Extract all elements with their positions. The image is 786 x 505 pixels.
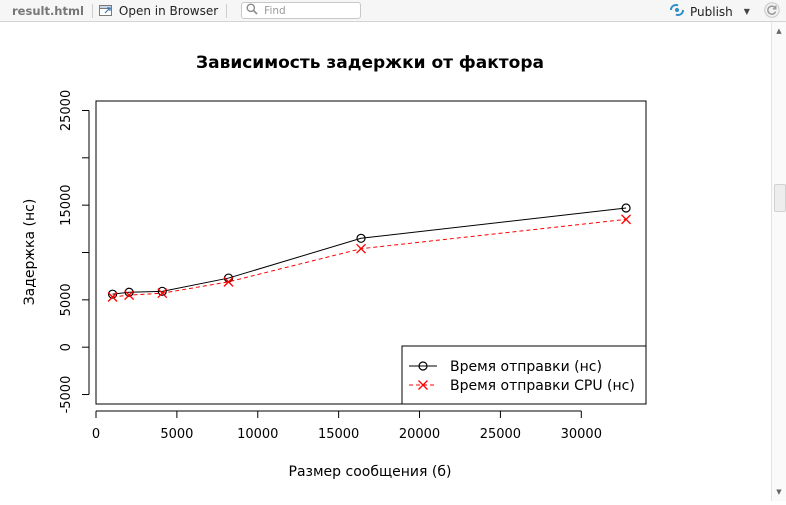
scrollbar-thumb[interactable]	[774, 184, 786, 212]
series-layer	[107, 203, 632, 302]
y-tick-label: 0	[59, 343, 74, 351]
find-input[interactable]	[264, 4, 351, 17]
series-line	[112, 207, 627, 295]
open-in-browser-button[interactable]: Open in Browser	[98, 3, 219, 18]
legend-label: Время отправки (нс)	[450, 359, 602, 375]
data-point-stroke	[157, 288, 168, 299]
publish-label: Publish	[690, 4, 733, 19]
x-tick-label: 30000	[561, 427, 602, 442]
legend: Время отправки (нс) Время отправки CPU (н…	[401, 345, 647, 405]
chevron-down-icon[interactable]: ▼	[743, 7, 750, 16]
data-point-stroke	[124, 290, 135, 301]
toolbar-divider	[91, 3, 93, 18]
y-tick-label: 15000	[59, 184, 74, 225]
data-point-stroke	[107, 292, 118, 302]
data-point	[418, 380, 428, 390]
y-axis: -5000 0 5000 15000 25000	[59, 90, 90, 414]
data-point	[356, 233, 366, 243]
x-axis: 0 5000 10000 15000 20000 25000 30000	[92, 410, 602, 442]
plot-area: Зависимость задержки от фактора -5000 0 50…	[0, 22, 771, 501]
data-point	[223, 276, 234, 287]
x-tick-label: 15000	[318, 427, 359, 442]
data-point	[356, 243, 366, 254]
data-point-stroke	[223, 276, 234, 287]
y-tick-label: 5000	[59, 283, 74, 316]
refresh-button[interactable]	[764, 2, 780, 21]
data-point-stroke	[418, 380, 428, 390]
data-point	[621, 214, 632, 225]
legend-box	[401, 345, 647, 405]
vertical-scrollbar[interactable]: ▲ ▼	[771, 22, 786, 501]
series-circle	[107, 203, 631, 299]
x-tick-label: 0	[92, 427, 100, 442]
series-x	[107, 214, 632, 302]
x-tick-label: 5000	[160, 427, 193, 442]
x-axis-label: Размер сообщения (б)	[289, 464, 452, 480]
x-tick-label: 20000	[399, 427, 440, 442]
find-box[interactable]	[241, 2, 362, 19]
publish-icon	[669, 3, 685, 20]
data-point	[107, 292, 118, 302]
open-in-browser-label: Open in Browser	[118, 3, 219, 18]
x-tick-label: 25000	[480, 427, 521, 442]
search-icon	[246, 3, 258, 18]
data-point	[621, 203, 631, 213]
scroll-up-arrow[interactable]: ▲	[776, 27, 782, 35]
data-point	[107, 289, 118, 299]
viewer-toolbar: result.html Open in Browser	[0, 0, 786, 22]
data-point	[157, 288, 168, 299]
chart: Зависимость задержки от фактора -5000 0 50…	[22, 53, 647, 480]
data-point-stroke	[621, 214, 632, 225]
plot-frame	[95, 100, 647, 405]
y-axis-label: Задержка (нс)	[22, 199, 38, 306]
x-tick-label: 10000	[237, 427, 278, 442]
data-point	[124, 287, 134, 297]
data-point	[124, 290, 135, 301]
chart-title: Зависимость задержки от фактора	[196, 53, 544, 73]
y-tick-label: -5000	[59, 376, 74, 414]
data-point	[418, 361, 428, 371]
data-point	[157, 286, 167, 296]
toolbar-divider-2	[226, 3, 228, 18]
data-point-stroke	[356, 243, 366, 254]
open-in-browser-icon	[98, 4, 113, 17]
scroll-down-arrow[interactable]: ▼	[776, 488, 782, 496]
legend-label: Время отправки CPU (нс)	[450, 378, 635, 394]
file-name-label: result.html	[12, 3, 84, 18]
refresh-icon	[764, 2, 780, 21]
y-tick-label: 25000	[59, 90, 74, 131]
publish-button[interactable]: Publish ▼	[669, 3, 750, 20]
